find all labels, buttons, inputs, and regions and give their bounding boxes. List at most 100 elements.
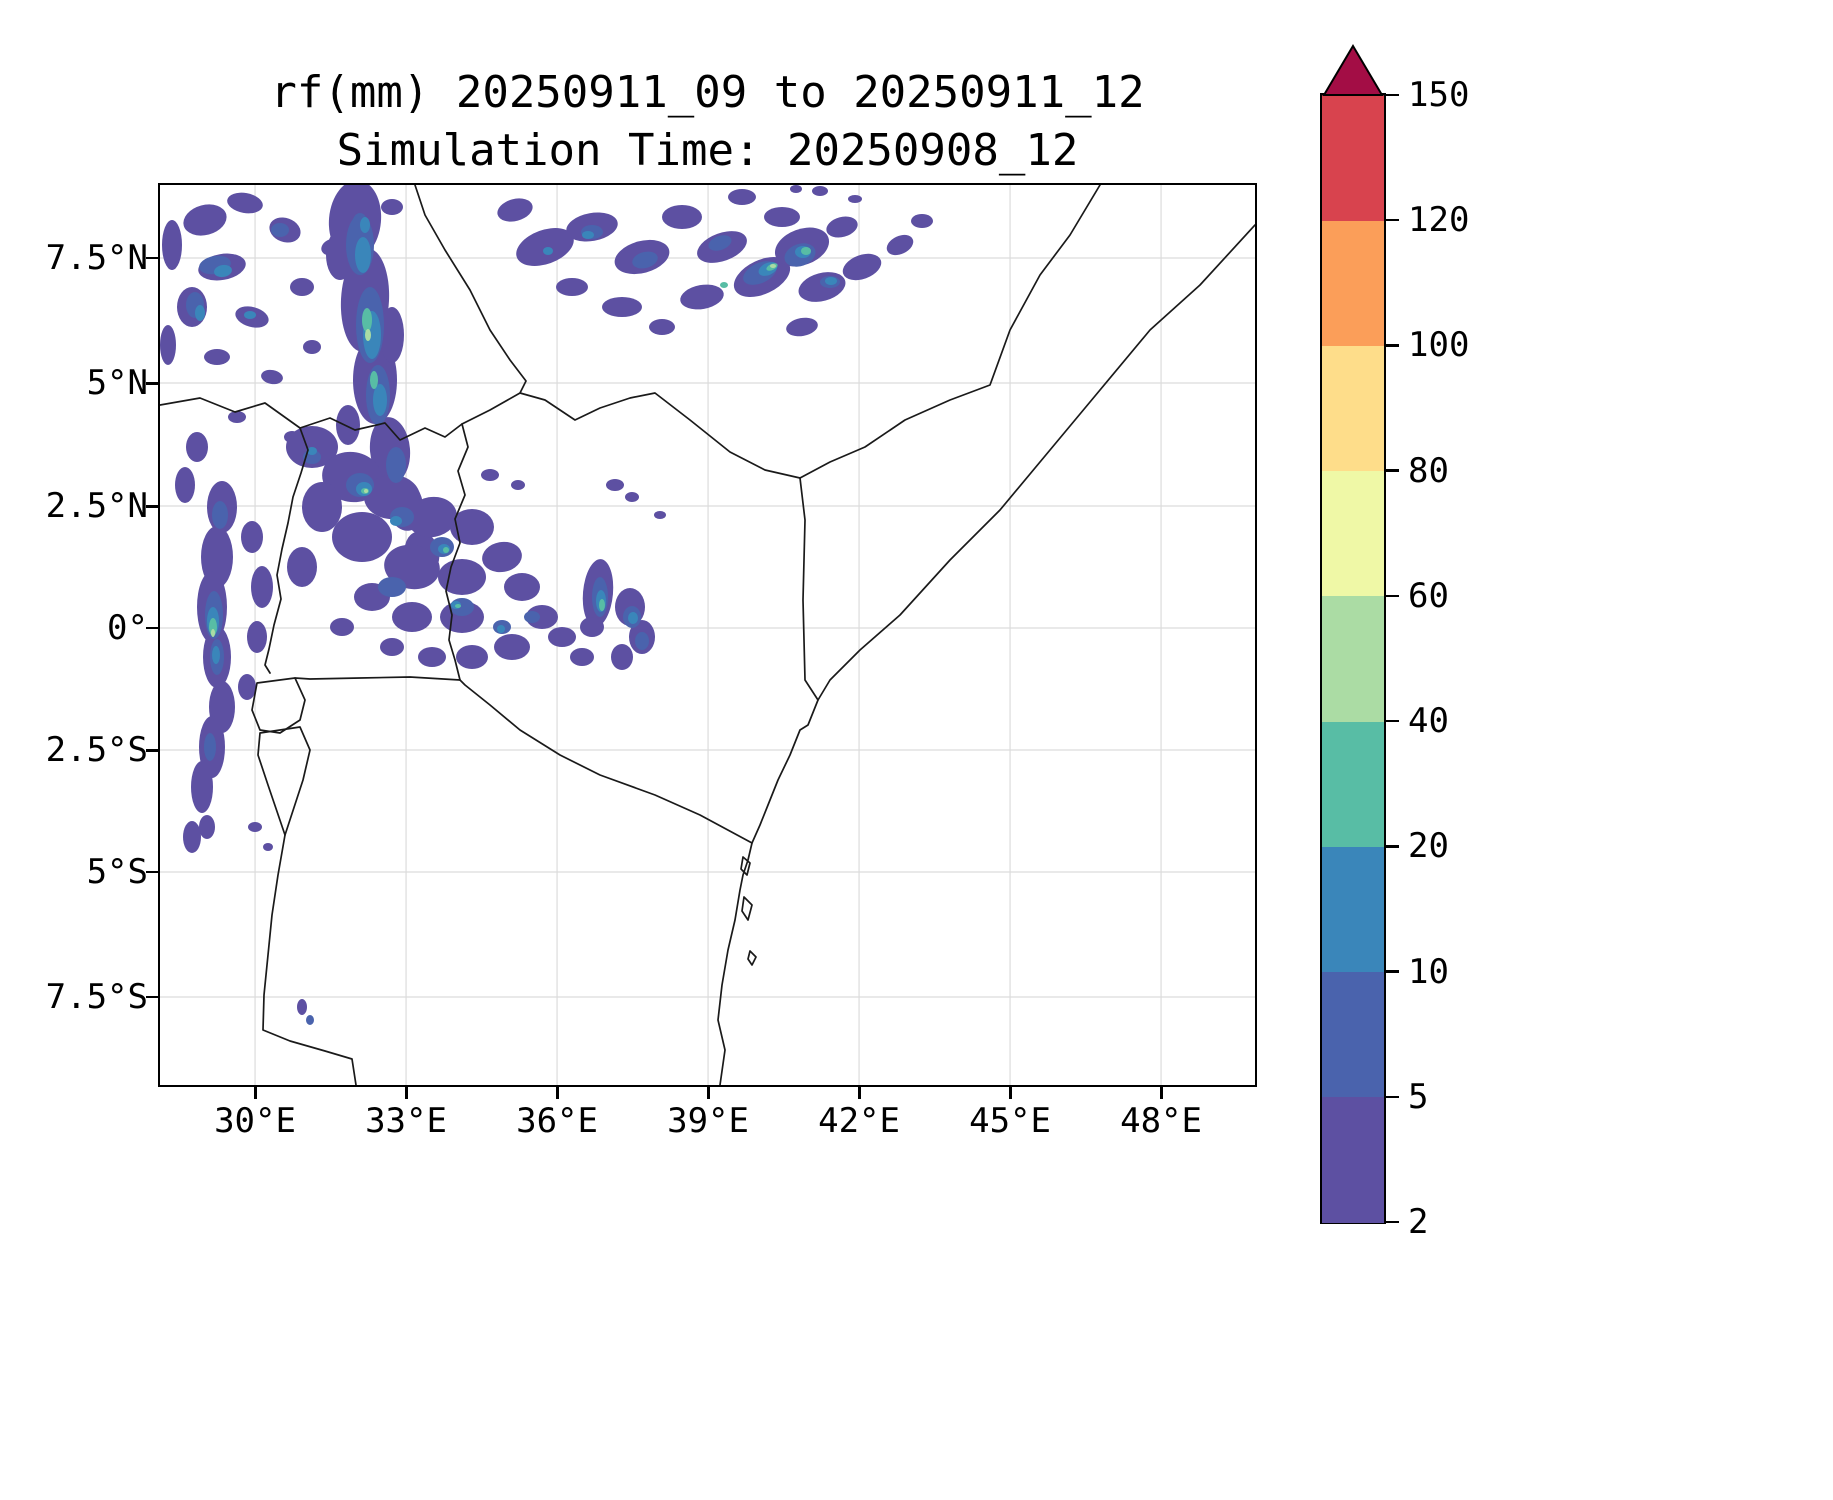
rain-cell <box>209 618 217 636</box>
rain-cell <box>263 843 273 851</box>
y-tick-mark <box>146 995 159 999</box>
colorbar-tick-label: 2 <box>1408 1202 1429 1242</box>
rain-cell <box>911 214 933 228</box>
x-tick-mark <box>556 1086 559 1099</box>
rain-cell <box>649 319 675 335</box>
rain-cell <box>801 247 811 255</box>
rain-cell <box>380 307 404 363</box>
x-tick-label: 39°E <box>667 1101 749 1141</box>
colorbar-over-triangle <box>1322 44 1384 96</box>
colorbar-tick-mark <box>1386 344 1399 347</box>
rain-cell <box>662 205 702 229</box>
colorbar-tick-mark <box>1386 970 1399 973</box>
rain-cell <box>238 674 256 700</box>
rain-cell <box>526 605 558 629</box>
rain-cell <box>160 325 176 365</box>
colorbar-tick-label: 80 <box>1408 450 1449 491</box>
rain-cell <box>825 277 837 285</box>
y-tick-mark <box>146 626 159 630</box>
border-kenya-somalia <box>799 477 819 701</box>
border-ethiopia-somalia <box>799 185 1101 479</box>
colorbar-tick-mark <box>1386 1220 1399 1224</box>
rain-cell <box>212 501 228 529</box>
y-tick-label: 7.5°N <box>45 237 148 278</box>
rain-cell <box>228 411 246 423</box>
rain-cell <box>708 235 732 251</box>
y-tick-label: 0° <box>107 607 148 648</box>
rain-cell <box>199 815 215 839</box>
grid-layer <box>160 185 1255 1085</box>
map-axes <box>158 183 1257 1087</box>
rain-cell <box>370 371 378 389</box>
rain-cell <box>183 204 227 236</box>
rain-cell <box>373 384 387 416</box>
rain-cell <box>606 479 624 491</box>
x-tick-label: 33°E <box>365 1101 447 1141</box>
rain-cell <box>680 284 724 310</box>
rain-cell <box>848 195 862 203</box>
rain-cell <box>504 573 540 601</box>
rain-cell <box>381 199 403 215</box>
rain-cell <box>764 207 800 227</box>
rain-cell <box>798 272 846 302</box>
y-tick-label: 5°N <box>86 363 148 403</box>
y-tick-mark <box>146 749 159 752</box>
y-tick-label: 2.5°N <box>45 486 148 527</box>
rain-cell <box>632 251 658 269</box>
rain-cell <box>211 629 215 637</box>
rain-cell <box>204 349 230 365</box>
rain-cell <box>186 432 208 462</box>
rain-cell <box>212 646 220 664</box>
y-tick-label: 5°S <box>86 851 148 892</box>
y-tick-label: 2.5°S <box>45 730 148 771</box>
rain-cell <box>306 1015 314 1025</box>
colorbar-segment <box>1322 595 1384 722</box>
border-rwanda <box>251 677 306 734</box>
rain-cell <box>191 761 213 813</box>
border-uganda-tanzania <box>294 676 461 681</box>
rain-cell <box>482 541 522 573</box>
plot-title-line2: Simulation Time: 20250908_12 <box>336 125 1079 177</box>
rain-cell <box>365 329 371 341</box>
rain-cell <box>386 447 406 483</box>
colorbar-tick-label: 20 <box>1408 826 1449 867</box>
rain-cell <box>302 482 342 532</box>
y-tick-label: 7.5°S <box>45 976 148 1017</box>
map-canvas <box>160 185 1255 1085</box>
rain-cell <box>204 733 216 761</box>
colorbar-segment <box>1322 971 1384 1098</box>
colorbar-segment <box>1322 1096 1384 1223</box>
x-tick-mark <box>707 1086 710 1099</box>
x-tick-label: 30°E <box>214 1101 296 1141</box>
colorbar-tick-label: 10 <box>1408 951 1449 992</box>
rain-cell <box>570 648 594 666</box>
rain-cell <box>628 612 638 624</box>
colorbar-segment <box>1322 721 1384 847</box>
colorbar-tick-mark <box>1386 594 1399 598</box>
rain-cell <box>516 228 574 266</box>
colorbar-tick-mark <box>1386 1095 1399 1099</box>
rain-cell <box>602 297 642 317</box>
rain-cell <box>443 547 449 553</box>
plot-title: rf(mm) 20250911_09 to 20250911_12 Simula… <box>160 64 1255 180</box>
colorbar-segment <box>1322 220 1384 347</box>
rain-cell <box>786 317 818 337</box>
rain-cell <box>842 253 882 281</box>
rain-cell <box>214 264 232 278</box>
colorbar-tick-label: 150 <box>1408 75 1470 115</box>
colorbar-tick-label: 5 <box>1408 1076 1429 1117</box>
rain-cell <box>355 237 371 273</box>
border-north-chain <box>160 392 801 479</box>
colorbar-tick-label: 100 <box>1408 325 1470 366</box>
rain-cell <box>241 521 263 553</box>
colorbar-tick-mark <box>1386 719 1399 723</box>
rain-cell <box>362 308 372 332</box>
rain-cell <box>360 217 370 233</box>
rain-cell <box>524 611 540 623</box>
rain-cell <box>251 566 273 608</box>
rain-cell <box>380 638 404 656</box>
y-tick-mark <box>146 256 159 260</box>
rain-cell <box>481 469 499 481</box>
rain-cell <box>511 480 525 490</box>
